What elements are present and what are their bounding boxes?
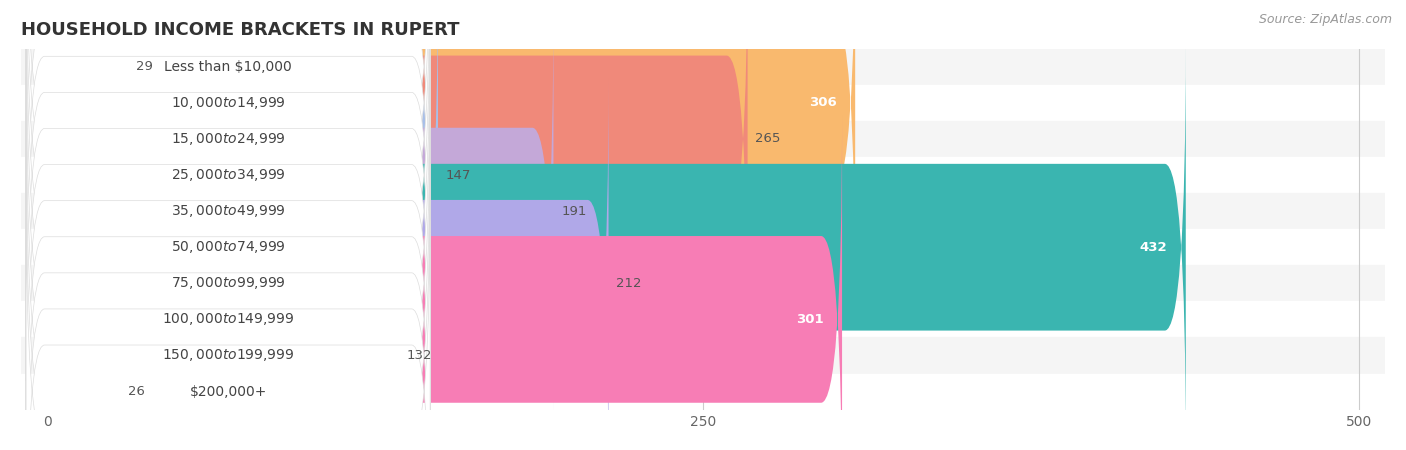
Text: 147: 147 [446,169,471,181]
FancyBboxPatch shape [42,0,128,272]
Bar [21,193,1385,229]
Bar [21,229,1385,265]
FancyBboxPatch shape [42,0,439,380]
FancyBboxPatch shape [27,0,430,309]
FancyBboxPatch shape [42,0,748,344]
FancyBboxPatch shape [27,5,430,417]
FancyBboxPatch shape [27,0,430,345]
Text: HOUSEHOLD INCOME BRACKETS IN RUPERT: HOUSEHOLD INCOME BRACKETS IN RUPERT [21,21,460,39]
Text: $150,000 to $199,999: $150,000 to $199,999 [162,347,294,364]
Bar [21,265,1385,302]
FancyBboxPatch shape [42,6,554,416]
FancyBboxPatch shape [27,149,430,450]
Text: 29: 29 [136,60,153,73]
Text: 212: 212 [616,277,643,290]
Text: 306: 306 [808,96,837,109]
Bar [21,121,1385,157]
FancyBboxPatch shape [42,42,1185,450]
Text: $25,000 to $34,999: $25,000 to $34,999 [170,167,285,183]
FancyBboxPatch shape [42,186,121,450]
FancyBboxPatch shape [42,150,399,450]
FancyBboxPatch shape [27,41,430,450]
Text: $100,000 to $149,999: $100,000 to $149,999 [162,311,294,328]
Text: 432: 432 [1140,241,1167,254]
Text: 132: 132 [406,349,432,362]
Text: 191: 191 [561,205,586,218]
Bar [21,85,1385,121]
Bar [21,157,1385,193]
Text: $15,000 to $24,999: $15,000 to $24,999 [170,131,285,147]
FancyBboxPatch shape [27,0,430,273]
FancyBboxPatch shape [27,113,430,450]
Text: Less than $10,000: Less than $10,000 [165,60,292,74]
Text: $200,000+: $200,000+ [190,385,267,399]
Text: $10,000 to $14,999: $10,000 to $14,999 [170,95,285,111]
FancyBboxPatch shape [27,0,430,381]
Bar [21,338,1385,374]
FancyBboxPatch shape [42,78,609,450]
Bar [21,49,1385,85]
FancyBboxPatch shape [27,77,430,450]
Text: Source: ZipAtlas.com: Source: ZipAtlas.com [1258,14,1392,27]
Bar [21,374,1385,410]
Text: $50,000 to $74,999: $50,000 to $74,999 [170,239,285,255]
Text: 301: 301 [796,313,824,326]
FancyBboxPatch shape [42,114,842,450]
Text: 265: 265 [755,132,780,145]
Text: $75,000 to $99,999: $75,000 to $99,999 [170,275,285,291]
FancyBboxPatch shape [42,0,855,308]
FancyBboxPatch shape [27,185,430,450]
Text: 26: 26 [128,385,145,398]
Bar [21,302,1385,338]
Text: $35,000 to $49,999: $35,000 to $49,999 [170,203,285,219]
